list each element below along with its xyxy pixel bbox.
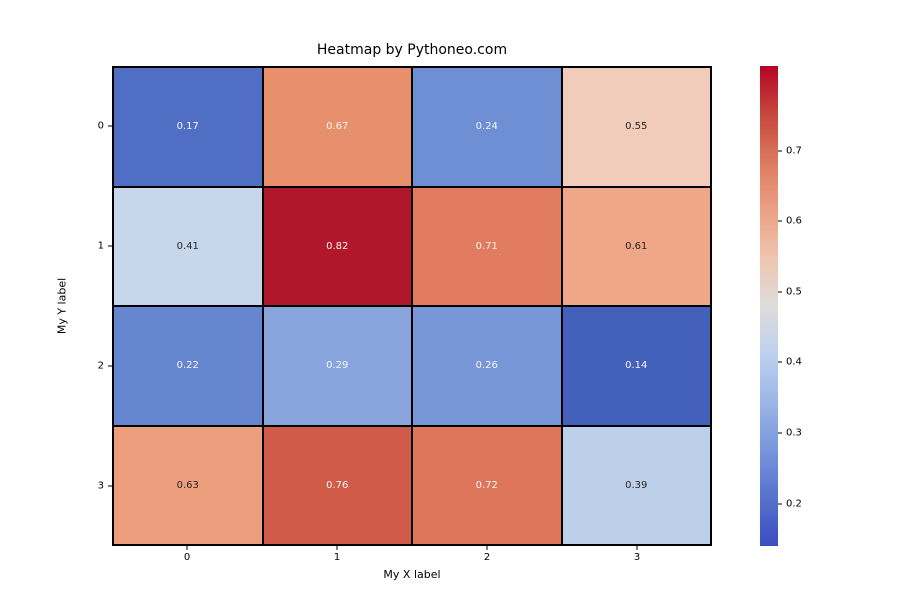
x-tick-label: 0	[184, 552, 190, 563]
heatmap-cell: 0.29	[263, 306, 413, 426]
colorbar-tick: 0.6	[778, 216, 802, 227]
cell-value: 0.61	[625, 241, 647, 252]
cell-value: 0.22	[177, 360, 199, 371]
y-tick-mark	[108, 246, 112, 247]
heatmap-cell: 0.76	[263, 426, 413, 546]
heatmap-cell: 0.67	[263, 67, 413, 187]
heatmap-cell: 0.22	[113, 306, 263, 426]
y-tick-mark	[108, 486, 112, 487]
cell-value: 0.14	[625, 360, 647, 371]
colorbar-tick-mark	[778, 150, 782, 151]
colorbar-tick-label: 0.4	[786, 357, 802, 368]
y-axis-label: My Y label	[56, 278, 69, 334]
heatmap-cell: 0.24	[412, 67, 562, 187]
y-tick-mark	[108, 366, 112, 367]
heatmap-grid: 0.17 0.67 0.24 0.55 0.41 0.82 0.71 0.61 0.22 0.29…	[112, 66, 712, 546]
y-tick-label: 3	[82, 481, 104, 492]
heatmap-cell: 0.26	[412, 306, 562, 426]
x-tick-label: 2	[484, 552, 490, 563]
colorbar-tick: 0.7	[778, 145, 802, 156]
heatmap-axes: 0.17 0.67 0.24 0.55 0.41 0.82 0.71 0.61 0.22 0.29…	[112, 66, 712, 546]
colorbar-tick: 0.3	[778, 428, 802, 439]
x-tick-mark	[637, 546, 638, 550]
cell-value: 0.55	[625, 121, 647, 132]
colorbar-tick-mark	[778, 433, 782, 434]
heatmap-cell: 0.61	[562, 187, 712, 307]
y-tick-label: 2	[82, 361, 104, 372]
cell-value: 0.17	[177, 121, 199, 132]
colorbar-tick-label: 0.7	[786, 145, 802, 156]
heatmap-cell: 0.17	[113, 67, 263, 187]
colorbar-tick-label: 0.6	[786, 216, 802, 227]
heatmap-cell: 0.14	[562, 306, 712, 426]
heatmap-cell: 0.39	[562, 426, 712, 546]
colorbar-tick-label: 0.5	[786, 286, 802, 297]
y-tick-label: 0	[82, 121, 104, 132]
x-axis-label: My X label	[383, 568, 440, 581]
x-tick-label: 1	[334, 552, 340, 563]
x-tick-mark	[187, 546, 188, 550]
colorbar-tick: 0.2	[778, 498, 802, 509]
colorbar-tick-mark	[778, 362, 782, 363]
cell-value: 0.63	[177, 480, 199, 491]
cell-value: 0.39	[625, 480, 647, 491]
cell-value: 0.72	[476, 480, 498, 491]
heatmap-cell: 0.63	[113, 426, 263, 546]
cell-value: 0.67	[326, 121, 348, 132]
chart-title: Heatmap by Pythoneo.com	[112, 42, 712, 58]
colorbar-tick-mark	[778, 503, 782, 504]
heatmap-cell: 0.41	[113, 187, 263, 307]
cell-value: 0.76	[326, 480, 348, 491]
colorbar-tick: 0.5	[778, 286, 802, 297]
cell-value: 0.82	[326, 241, 348, 252]
cell-value: 0.41	[177, 241, 199, 252]
colorbar	[760, 66, 778, 546]
x-tick-label: 3	[634, 552, 640, 563]
x-tick-mark	[487, 546, 488, 550]
figure: Heatmap by Pythoneo.com 0.17 0.67 0.24 0.55…	[0, 0, 900, 600]
cell-value: 0.24	[476, 121, 498, 132]
colorbar-tick-mark	[778, 291, 782, 292]
heatmap-cell: 0.82	[263, 187, 413, 307]
x-tick-mark	[337, 546, 338, 550]
colorbar-tick-mark	[778, 221, 782, 222]
heatmap-cell: 0.71	[412, 187, 562, 307]
y-tick-label: 1	[82, 241, 104, 252]
heatmap-cell: 0.72	[412, 426, 562, 546]
colorbar-tick: 0.4	[778, 357, 802, 368]
cell-value: 0.26	[476, 360, 498, 371]
y-tick-mark	[108, 126, 112, 127]
colorbar-tick-label: 0.3	[786, 428, 802, 439]
heatmap-cell: 0.55	[562, 67, 712, 187]
cell-value: 0.71	[476, 241, 498, 252]
cell-value: 0.29	[326, 360, 348, 371]
colorbar-tick-label: 0.2	[786, 498, 802, 509]
